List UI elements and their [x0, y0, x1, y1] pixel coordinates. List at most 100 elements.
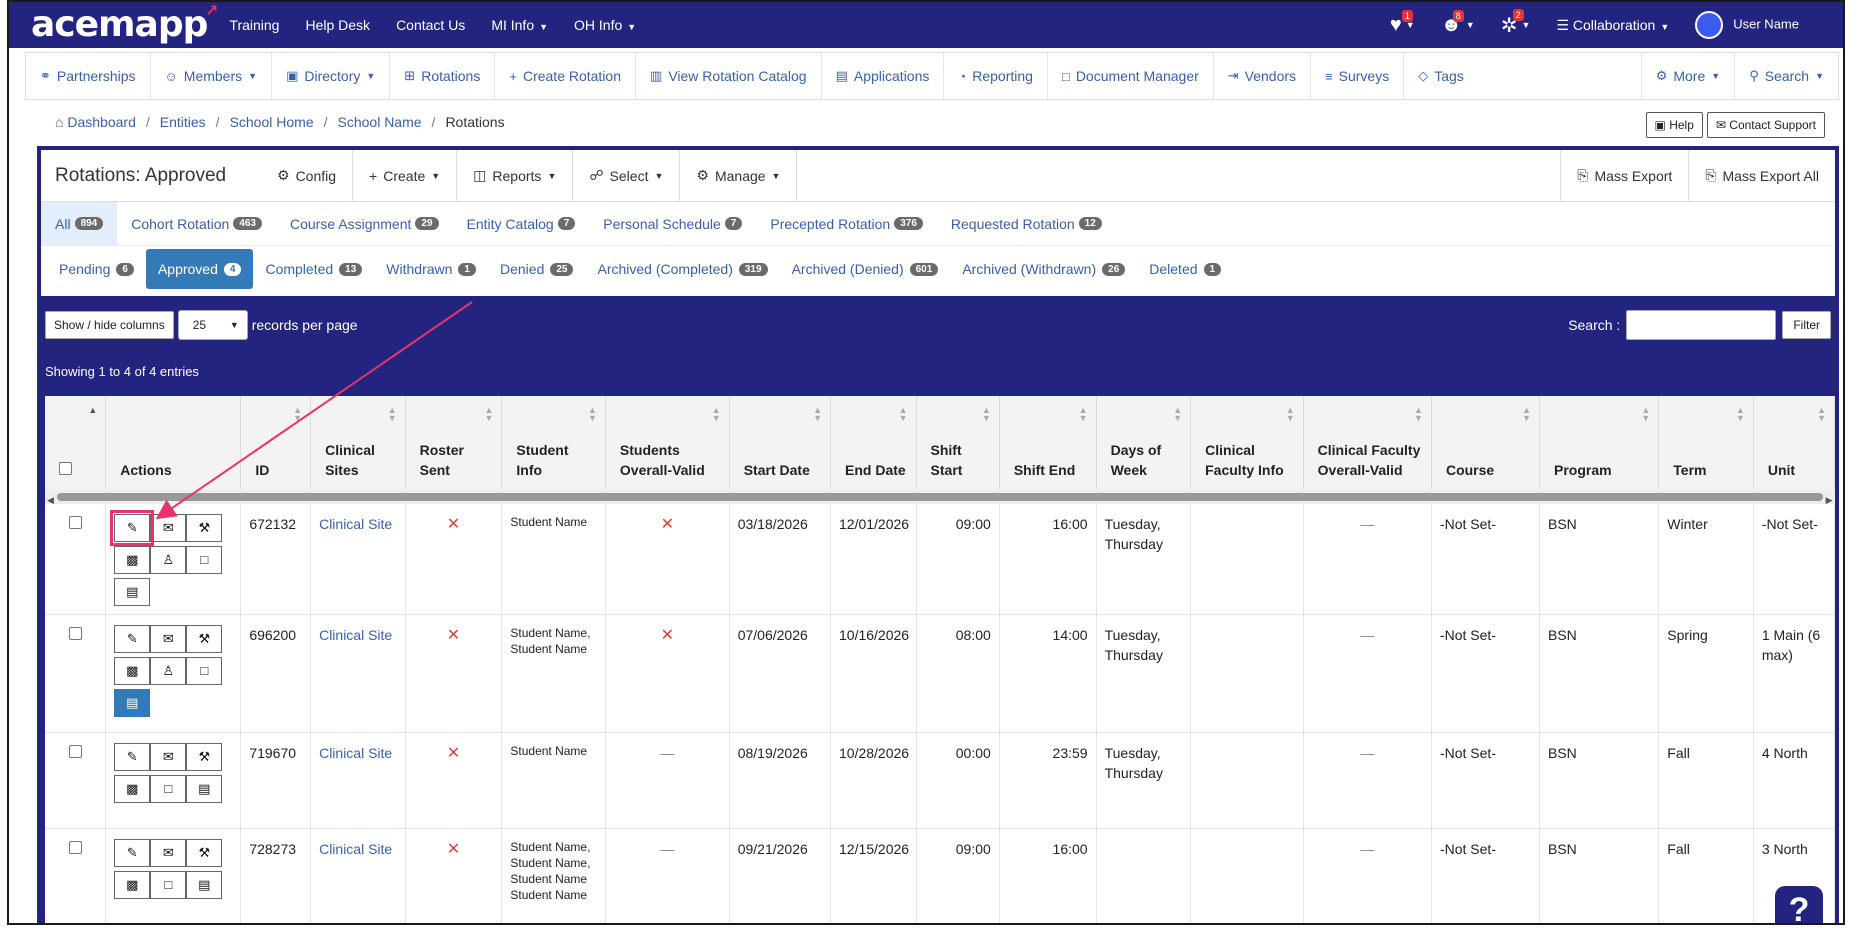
tab-archived-withdrawn[interactable]: Archived (Withdrawn) 26	[950, 249, 1137, 289]
acemapp-logo[interactable]: acemapp ↗	[31, 1, 218, 45]
tab-withdrawn[interactable]: Withdrawn 1	[374, 249, 488, 289]
edit-button[interactable]: ✎	[110, 510, 155, 546]
nav-contact-us[interactable]: Contact Us	[396, 17, 466, 33]
nav-collaboration[interactable]: ☰ Collaboration ▼	[1556, 16, 1670, 33]
select-button[interactable]: ☍ Select ▼	[573, 150, 681, 201]
col-end-date[interactable]: ▲ ▼ End Date	[830, 396, 917, 490]
help-fab-button[interactable]: ?	[1775, 886, 1823, 923]
config-button[interactable]: ⚙ Config	[261, 150, 354, 201]
col-clinical-sites[interactable]: ▲ ▼ Clinical Sites	[310, 396, 406, 490]
col-days-of-week[interactable]: ▲ ▼ Days of Week	[1096, 396, 1192, 490]
mass-export-button[interactable]: ⎘ Mass Export	[1560, 150, 1688, 201]
clipboard-button[interactable]: ▤	[114, 689, 151, 717]
tab-deleted[interactable]: Deleted 1	[1137, 249, 1233, 289]
row-checkbox[interactable]	[68, 516, 82, 529]
gavel-button[interactable]: ⚒	[186, 839, 223, 867]
col-student-info[interactable]: ▲ ▼ Student Info	[501, 396, 606, 490]
contact-support-button[interactable]: ✉ Contact Support	[1706, 112, 1825, 138]
subnav-partnerships[interactable]: ⚭ Partnerships	[26, 53, 151, 99]
subnav-directory[interactable]: ▣ Directory ▼	[272, 53, 391, 99]
pdf-button[interactable]: ▩	[114, 546, 151, 574]
tab-course-assignment[interactable]: Course Assignment 29	[276, 202, 453, 245]
user-menu[interactable]: User Name	[1695, 11, 1799, 39]
nav-training[interactable]: Training	[229, 17, 280, 33]
col-course[interactable]: ▲ ▼ Course	[1431, 396, 1541, 490]
filter-button[interactable]: Filter	[1782, 311, 1831, 339]
clipboard-button[interactable]: ▤	[186, 775, 223, 803]
subnav-members[interactable]: ☺ Members ▼	[151, 53, 273, 99]
clipboard-button[interactable]: ▤	[186, 871, 223, 899]
per-page-select[interactable]: 25 ▼	[177, 310, 248, 340]
tab-approved[interactable]: Approved 4	[145, 249, 254, 289]
row-checkbox[interactable]	[68, 627, 82, 640]
instructor-button[interactable]: ♙	[150, 546, 187, 574]
tab-requested-rotation[interactable]: Requested Rotation 12	[937, 202, 1116, 245]
col-students-overall-valid[interactable]: ▲ ▼ Students Overall-Valid	[605, 396, 730, 490]
row-site[interactable]: Clinical Site	[310, 614, 406, 733]
nav-mi-info[interactable]: MI Info ▼	[491, 17, 549, 33]
search-input[interactable]	[1626, 310, 1777, 340]
nav-oh-info[interactable]: OH Info ▼	[574, 17, 637, 33]
subnav-document-manager[interactable]: □ Document Manager	[1048, 53, 1214, 99]
manage-button[interactable]: ⚙ Manage ▼	[680, 150, 798, 201]
col-shift-end[interactable]: ▲ ▼ Shift End	[999, 396, 1097, 490]
col-roster-sent[interactable]: ▲ ▼ Roster Sent	[405, 396, 503, 490]
comments-button[interactable]: ✉	[150, 743, 187, 771]
select-all-checkbox[interactable]	[59, 462, 72, 475]
horizontal-scrollbar[interactable]: ◀ ▶	[45, 490, 1835, 505]
breadcrumb-dashboard[interactable]: ⌂ Dashboard	[55, 114, 136, 130]
users-menu[interactable]: ☻ 8 ▼	[1440, 9, 1475, 36]
tab-all[interactable]: All 894	[41, 202, 118, 245]
tab-completed[interactable]: Completed 13	[253, 249, 374, 289]
tab-archived-denied[interactable]: Archived (Denied) 601	[780, 249, 951, 289]
row-site[interactable]: Clinical Site	[310, 504, 406, 615]
col-unit[interactable]: ▲ ▼ Unit	[1753, 396, 1836, 490]
row-site[interactable]: Clinical Site	[310, 828, 406, 923]
col-program[interactable]: ▲ ▼ Program	[1539, 396, 1660, 490]
subnav-rotations[interactable]: ⊞ Rotations	[390, 53, 496, 99]
tab-archived-completed[interactable]: Archived (Completed) 319	[585, 249, 779, 289]
subnav-view-rotation-catalog[interactable]: ▥ View Rotation Catalog	[636, 53, 822, 99]
messages-menu[interactable]: ♥ 1 ▼	[1389, 9, 1415, 36]
pdf-button[interactable]: ▩	[114, 775, 151, 803]
gavel-button[interactable]: ⚒	[186, 743, 223, 771]
tab-precepted-rotation[interactable]: Precepted Rotation 376	[756, 202, 937, 245]
nav-help-desk[interactable]: Help Desk	[305, 17, 371, 33]
tab-entity-catalog[interactable]: Entity Catalog 7	[453, 202, 590, 245]
breadcrumb-entities[interactable]: Entities	[159, 114, 206, 130]
col-id[interactable]: ▲ ▼ ID	[240, 396, 312, 490]
col-clinical-faculty-overall-valid[interactable]: ▲ ▼ Clinical Faculty Overall-Valid	[1303, 396, 1432, 490]
col-actions[interactable]: Actions	[105, 396, 242, 490]
subnav-search[interactable]: ⚲ Search ▼	[1734, 53, 1838, 99]
tab-pending[interactable]: Pending 6	[47, 249, 146, 289]
subnav-more[interactable]: ⚙ More ▼	[1640, 53, 1734, 99]
document-button[interactable]: □	[150, 775, 187, 803]
pdf-button[interactable]: ▩	[114, 871, 151, 899]
row-checkbox[interactable]	[68, 841, 82, 854]
tab-denied[interactable]: Denied 25	[488, 249, 586, 289]
reports-button[interactable]: ◫ Reports ▼	[457, 150, 574, 201]
breadcrumb-school-name[interactable]: School Name	[337, 114, 422, 130]
col-clinical-faculty-info[interactable]: ▲ ▼ Clinical Faculty Info	[1190, 396, 1304, 490]
pdf-button[interactable]: ▩	[114, 657, 151, 685]
subnav-tags[interactable]: ◇ Tags	[1418, 68, 1464, 84]
col-term[interactable]: ▲ ▼ Term	[1658, 396, 1754, 490]
row-checkbox[interactable]	[68, 745, 82, 758]
col-start-date[interactable]: ▲ ▼ Start Date	[729, 396, 832, 490]
gavel-button[interactable]: ⚒	[186, 625, 223, 653]
gavel-button[interactable]: ⚒	[186, 514, 223, 542]
subnav-reporting[interactable]: ◔ Reporting	[944, 53, 1048, 99]
tab-cohort-rotation[interactable]: Cohort Rotation 463	[117, 202, 276, 245]
subnav-surveys[interactable]: ≡ Surveys	[1311, 53, 1405, 99]
subnav-applications[interactable]: ▤ Applications	[822, 53, 945, 99]
tab-personal-schedule[interactable]: Personal Schedule 7	[589, 202, 756, 245]
col-shift-start[interactable]: ▲ ▼ Shift Start	[916, 396, 1000, 490]
clipboard-button[interactable]: ▤	[114, 578, 151, 606]
mass-export-all-button[interactable]: ⎘ Mass Export All	[1688, 150, 1835, 201]
help-button[interactable]: ▣ Help	[1645, 112, 1703, 138]
edit-button[interactable]: ✎	[114, 839, 151, 867]
document-button[interactable]: □	[150, 871, 187, 899]
create-button[interactable]: + Create ▼	[353, 150, 458, 201]
instructor-button[interactable]: ♙	[150, 657, 187, 685]
comments-button[interactable]: ✉	[150, 625, 187, 653]
